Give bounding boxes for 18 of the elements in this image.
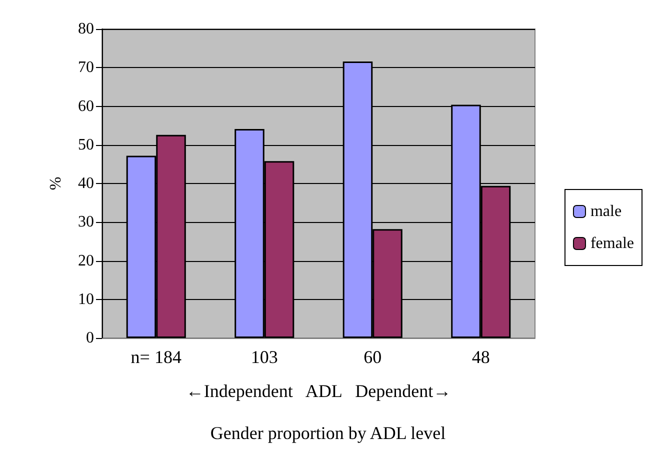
y-tick-label: 20 <box>78 252 94 270</box>
x-tick-label: 103 <box>250 347 278 367</box>
y-tick-label: 70 <box>78 59 94 76</box>
y-tick-label: 30 <box>78 214 94 231</box>
y-tick-label: 40 <box>78 175 94 192</box>
x-axis-title: ←Independent ADL Dependent→ <box>186 381 452 401</box>
y-tick-label: 80 <box>78 20 94 38</box>
y-axis-title: % <box>48 176 64 190</box>
y-tick-label: 0 <box>86 330 94 346</box>
text: Gender proportion by ADL level <box>210 423 446 443</box>
legend-label: female <box>590 235 634 252</box>
y-tick-label: 50 <box>78 136 94 154</box>
x-tick-label: n= 184 <box>130 347 182 367</box>
x-tick-label: 60 <box>364 347 382 367</box>
legend-label: male <box>590 203 622 220</box>
y-tick-label: 10 <box>78 290 94 308</box>
x-tick-label: 48 <box>472 347 490 367</box>
y-tick-label: 60 <box>78 98 94 115</box>
